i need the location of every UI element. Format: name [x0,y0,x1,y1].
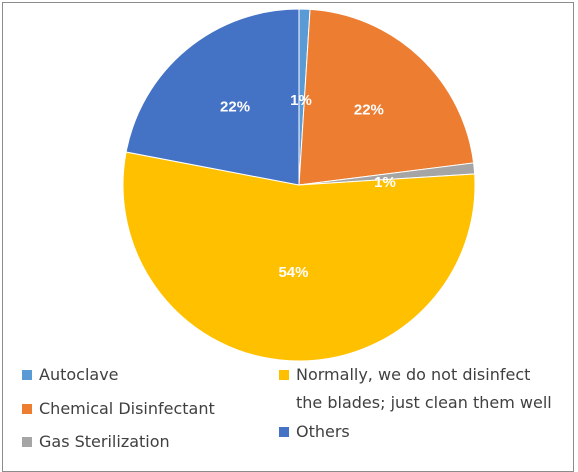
pie-data-label-autoclave: 1% [290,92,312,109]
pie-data-label-chemical-disinfectant: 22% [354,102,384,119]
pie-data-label-others: 22% [220,99,250,116]
pie-data-label-gas-sterilization: 1% [374,174,396,191]
pie-slice-normally-we-do-not-disinfect-t [122,151,476,362]
pie-slices [122,8,476,362]
pie-data-label-normally-we-do-not-disinfect-t: 54% [278,264,308,281]
pie-data-labels: 1% 22% 1% 54% 22% [220,92,396,281]
pie-slice-chemical-disinfectant [298,8,475,186]
pie-slice-others [125,8,300,186]
pie-chart: 1% 22% 1% 54% 22% [122,8,476,362]
